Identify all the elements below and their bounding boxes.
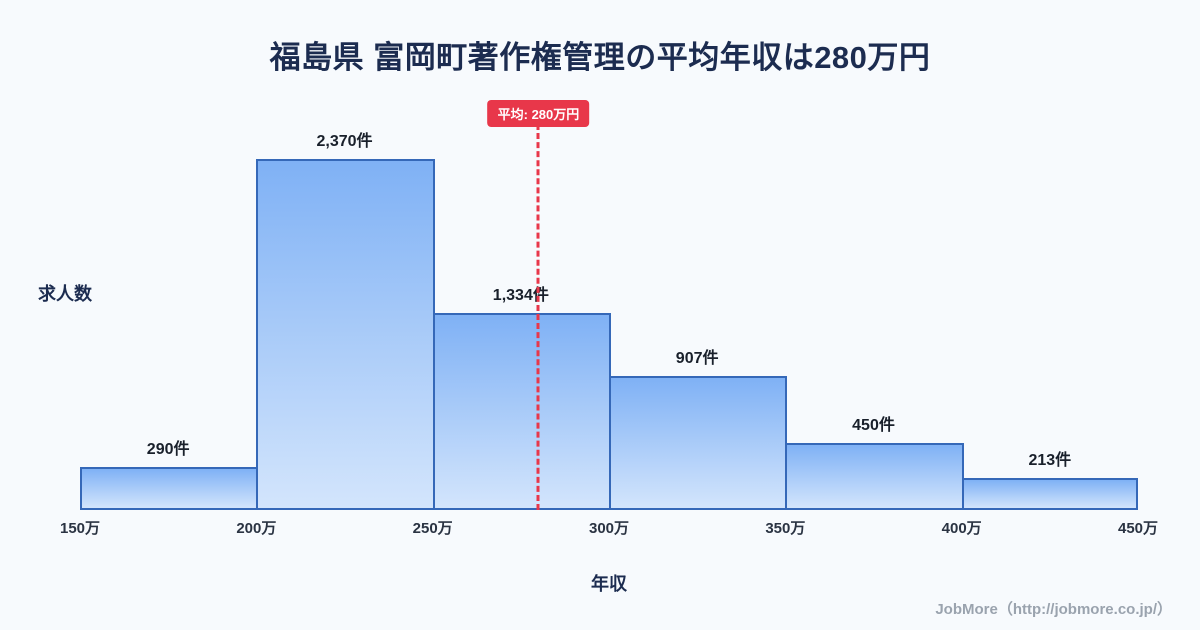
x-tick-label: 450万 [1117,520,1159,537]
bar-value-label: 290件 [146,441,190,459]
footer-credit: JobMore（http://jobmore.co.jp/） [935,601,1172,618]
histogram-bar [609,375,788,510]
plot-area: 平均: 280万円 290件 2,370件 1,334件 907件 450件 213件 15… [60,0,1158,537]
x-tick-label: 400万 [941,520,982,537]
x-tick-label: 250万 [412,520,453,537]
bar-value-label: 907件 [675,349,719,367]
histogram-bar [785,443,964,510]
bar-value-label: 1,334件 [492,286,549,304]
average-badge: 平均: 280万円 [487,100,590,127]
x-tick-label: 300万 [588,520,630,537]
histogram-bar [256,159,435,510]
chart-title: 福島県 富岡町著作権管理の平均年収は280万円 [269,40,931,75]
y-axis-label: 求人数 [38,284,92,304]
x-tick-label: 350万 [765,520,806,537]
bar-value-label: 213件 [1028,452,1072,470]
x-axis-label: 年収 [591,574,627,594]
histogram-bar [961,478,1138,510]
histogram-bar [432,312,611,510]
average-line [536,124,540,510]
x-tick-label: 150万 [59,520,101,537]
x-tick-label: 200万 [236,520,277,537]
histogram-bar [80,467,259,510]
bar-value-label: 2,370件 [316,133,373,151]
bar-value-label: 450件 [852,417,895,435]
